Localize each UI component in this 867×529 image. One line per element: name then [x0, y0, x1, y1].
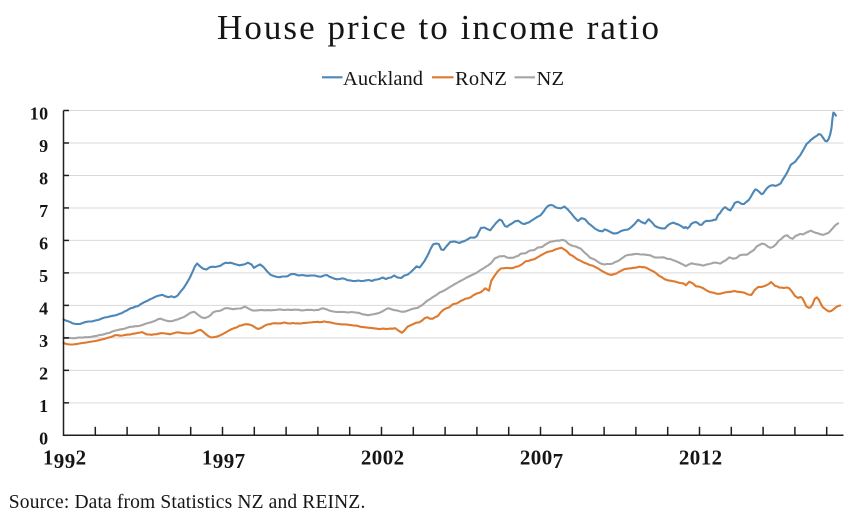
svg-text:9: 9 — [39, 136, 48, 156]
svg-text:RoNZ: RoNZ — [455, 68, 507, 90]
svg-text:1992: 1992 — [43, 446, 87, 474]
svg-text:4: 4 — [39, 298, 48, 318]
svg-text:2: 2 — [39, 363, 48, 383]
svg-text:1997: 1997 — [202, 446, 246, 474]
svg-text:10: 10 — [30, 104, 49, 124]
svg-text:1: 1 — [39, 396, 48, 416]
svg-text:0: 0 — [39, 428, 48, 448]
svg-text:2012: 2012 — [679, 446, 723, 470]
svg-text:Auckland: Auckland — [343, 68, 423, 90]
svg-text:5: 5 — [39, 266, 48, 286]
svg-text:2002: 2002 — [361, 446, 405, 470]
svg-text:6: 6 — [39, 233, 48, 253]
svg-text:8: 8 — [39, 169, 48, 189]
svg-text:Source: Data from Statistics N: Source: Data from Statistics NZ and REIN… — [9, 492, 366, 513]
svg-text:3: 3 — [39, 331, 48, 351]
svg-text:House price to income ratio: House price to income ratio — [217, 8, 661, 47]
svg-text:2007: 2007 — [520, 446, 564, 474]
svg-text:NZ: NZ — [537, 68, 565, 90]
svg-text:7: 7 — [39, 201, 48, 221]
